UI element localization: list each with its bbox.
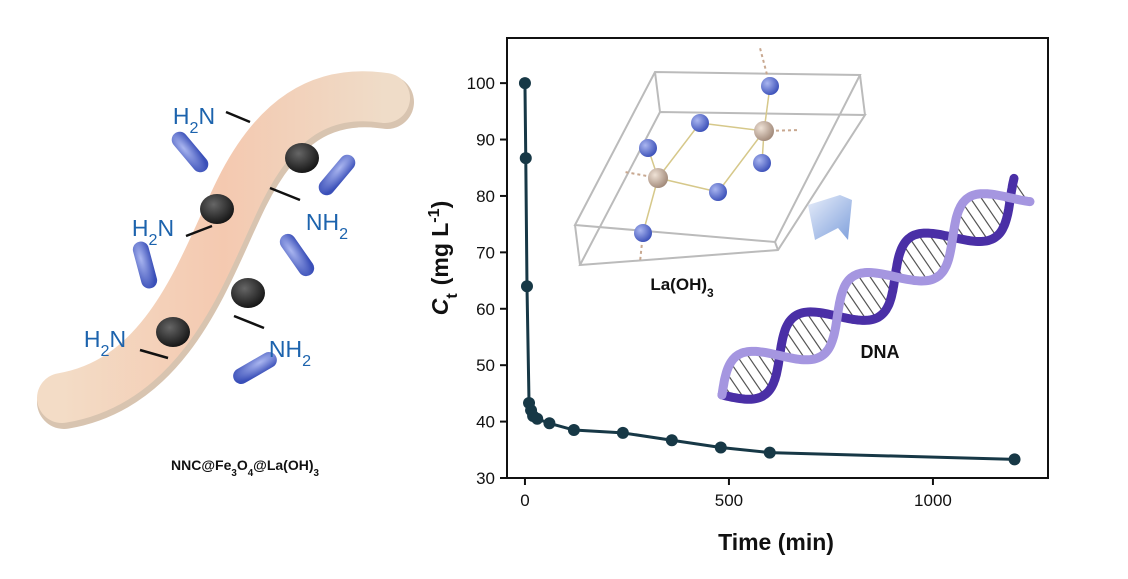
y-tick-label: 60 xyxy=(476,300,495,319)
base-pair xyxy=(850,279,877,318)
subscript: 2 xyxy=(302,352,311,370)
subscript: 3 xyxy=(707,286,714,300)
subscript: 2 xyxy=(190,119,199,137)
base-pair xyxy=(857,274,883,313)
data-point xyxy=(520,152,532,164)
text-part: N xyxy=(109,326,126,352)
y-tick-label: 70 xyxy=(476,243,495,262)
base-pair xyxy=(737,356,764,396)
material-illustration xyxy=(62,96,387,402)
data-point xyxy=(568,424,580,436)
subscript: 3 xyxy=(314,468,320,479)
unit: (mg L xyxy=(427,223,453,286)
text-part: H xyxy=(173,103,190,129)
material-label: NNC@Fe3O4@La(OH)3 xyxy=(171,457,319,479)
text-part: NH xyxy=(306,209,339,235)
y-tick-label: 30 xyxy=(476,469,495,488)
text-part: H xyxy=(132,215,149,241)
text-part: NNC@Fe xyxy=(171,457,232,473)
base-pair xyxy=(745,352,770,389)
y-tick-label: 90 xyxy=(476,131,495,150)
data-point xyxy=(666,434,678,446)
subscript: 2 xyxy=(149,231,158,249)
base-pair xyxy=(969,197,996,237)
data-point xyxy=(521,280,533,292)
y-tick-label: 80 xyxy=(476,187,495,206)
subscript: t xyxy=(443,293,461,299)
superscript: -1 xyxy=(425,208,443,222)
base-pair xyxy=(909,238,936,278)
base-pair xyxy=(918,234,943,271)
x-tick-label: 1000 xyxy=(914,491,952,510)
data-point xyxy=(715,442,727,454)
data-point xyxy=(519,77,531,89)
symbol: C xyxy=(427,298,453,315)
y-tick-label: 40 xyxy=(476,413,495,432)
base-pair xyxy=(790,321,816,359)
subscript: 2 xyxy=(101,342,110,360)
y-axis-title: Ct (mg L-1) xyxy=(425,201,461,316)
arrow xyxy=(808,195,852,240)
text-part: La(OH) xyxy=(650,275,707,294)
plot-frame xyxy=(507,38,1048,478)
dna-label: DNA xyxy=(861,342,900,362)
dna-strand xyxy=(722,194,1030,395)
data-point xyxy=(543,417,555,429)
crystal-label: La(OH)3 xyxy=(650,275,714,300)
data-point xyxy=(617,427,629,439)
amine-label: NH2 xyxy=(269,336,311,370)
text-part: NH xyxy=(269,336,302,362)
subscript: 2 xyxy=(339,225,348,243)
amine-label: NH2 xyxy=(306,209,348,243)
unit-close: ) xyxy=(427,201,453,209)
x-tick-label: 500 xyxy=(715,491,743,510)
y-tick-label: 50 xyxy=(476,356,495,375)
dna-illustration xyxy=(722,178,1030,399)
base-pair xyxy=(963,203,989,240)
y-tick-label: 100 xyxy=(467,74,495,93)
x-axis-title: Time (min) xyxy=(718,529,834,555)
text-part: O xyxy=(237,457,248,473)
text-part: H xyxy=(84,326,101,352)
data-point xyxy=(764,447,776,459)
data-point xyxy=(1009,453,1021,465)
text-part: @La(OH) xyxy=(253,457,313,473)
text-part: N xyxy=(157,215,174,241)
base-pair xyxy=(797,315,824,354)
text-part: N xyxy=(198,103,215,129)
x-tick-label: 0 xyxy=(520,491,529,510)
data-point xyxy=(531,413,543,425)
